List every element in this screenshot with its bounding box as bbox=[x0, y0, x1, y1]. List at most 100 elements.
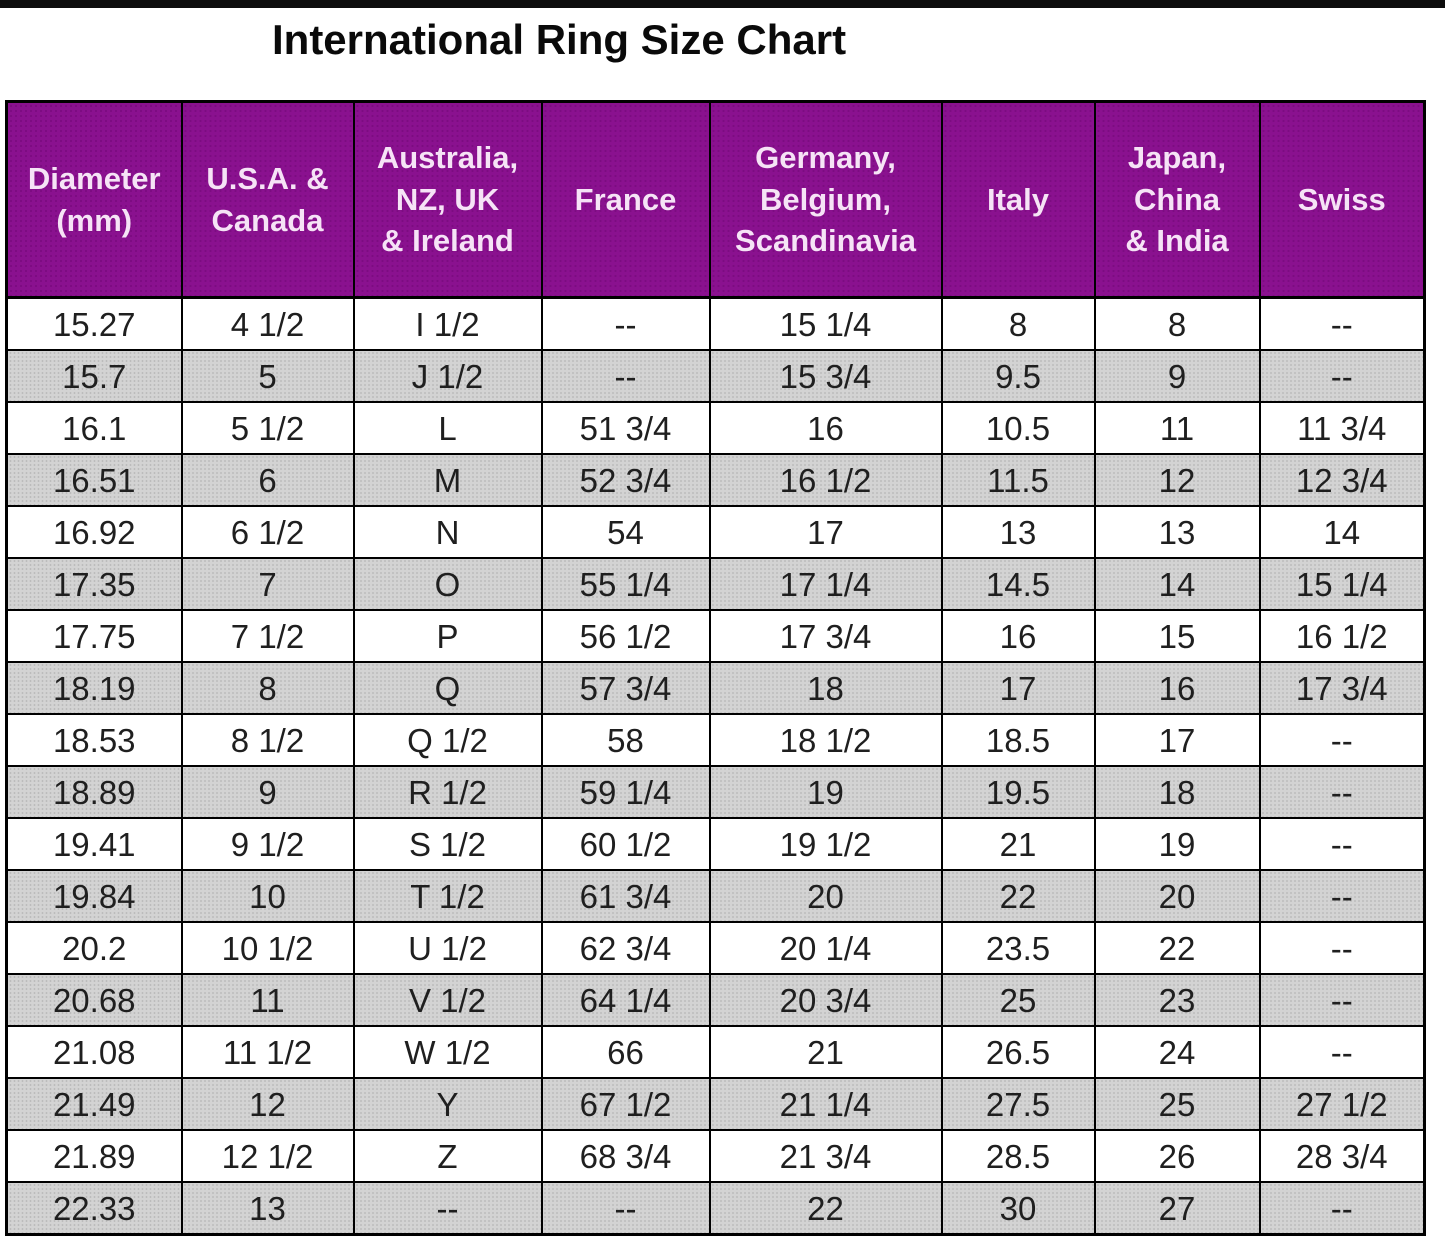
cell: Y bbox=[352, 1077, 543, 1131]
table-row: 17.75 7 1/2 P 56 1/2 17 3/4 16 15 16 1/2 bbox=[5, 609, 1426, 663]
cell: 19.41 bbox=[5, 817, 183, 871]
cell: 15 1/4 bbox=[708, 296, 943, 351]
cell: -- bbox=[1258, 349, 1426, 403]
cell: 15.7 bbox=[5, 349, 183, 403]
cell: N bbox=[352, 505, 543, 559]
cell: Z bbox=[352, 1129, 543, 1183]
cell: 16.1 bbox=[5, 401, 183, 455]
cell: 20 1/4 bbox=[708, 921, 943, 975]
cell: 12 3/4 bbox=[1258, 453, 1426, 507]
cell: 14 bbox=[1258, 505, 1426, 559]
cell: 67 1/2 bbox=[540, 1077, 711, 1131]
cell: 21.89 bbox=[5, 1129, 183, 1183]
cell: 10.5 bbox=[940, 401, 1096, 455]
cell: 56 1/2 bbox=[540, 609, 711, 663]
table-row: 15.27 4 1/2 I 1/2 -- 15 1/4 8 8 -- bbox=[5, 296, 1426, 351]
table-row: 20.2 10 1/2 U 1/2 62 3/4 20 1/4 23.5 22 -- bbox=[5, 921, 1426, 975]
table-row: 18.53 8 1/2 Q 1/2 58 18 1/2 18.5 17 -- bbox=[5, 713, 1426, 767]
cell: 17.35 bbox=[5, 557, 183, 611]
cell: 17 bbox=[1093, 713, 1261, 767]
table-row: 21.49 12 Y 67 1/2 21 1/4 27.5 25 27 1/2 bbox=[5, 1077, 1426, 1131]
cell: Q 1/2 bbox=[352, 713, 543, 767]
cell: 9 bbox=[1093, 349, 1261, 403]
cell: 16 1/2 bbox=[1258, 609, 1426, 663]
cell: L bbox=[352, 401, 543, 455]
cell: 22.33 bbox=[5, 1181, 183, 1236]
cell: 28.5 bbox=[940, 1129, 1096, 1183]
table-row: 20.68 11 V 1/2 64 1/4 20 3/4 25 23 -- bbox=[5, 973, 1426, 1027]
cell: 15 3/4 bbox=[708, 349, 943, 403]
cell: O bbox=[352, 557, 543, 611]
cell: 51 3/4 bbox=[540, 401, 711, 455]
cell: 16 bbox=[708, 401, 943, 455]
column-header: Swiss bbox=[1258, 100, 1426, 299]
cell: -- bbox=[352, 1181, 543, 1236]
cell: -- bbox=[540, 1181, 711, 1236]
cell: 24 bbox=[1093, 1025, 1261, 1079]
cell: 57 3/4 bbox=[540, 661, 711, 715]
cell: 18.89 bbox=[5, 765, 183, 819]
table-row: 18.89 9 R 1/2 59 1/4 19 19.5 18 -- bbox=[5, 765, 1426, 819]
cell: -- bbox=[1258, 973, 1426, 1027]
cell: 7 1/2 bbox=[180, 609, 355, 663]
column-header: Diameter (mm) bbox=[5, 100, 183, 299]
cell: 68 3/4 bbox=[540, 1129, 711, 1183]
cell: 12 1/2 bbox=[180, 1129, 355, 1183]
table-body: 15.27 4 1/2 I 1/2 -- 15 1/4 8 8 -- 15.7 5 J 1/2 -- 1… bbox=[5, 296, 1426, 1236]
cell: 19 bbox=[708, 765, 943, 819]
cell: -- bbox=[1258, 765, 1426, 819]
table-container: Diameter (mm) U.S.A. & Canada Australia, N… bbox=[5, 100, 1426, 1236]
cell: 19 bbox=[1093, 817, 1261, 871]
cell: -- bbox=[540, 296, 711, 351]
cell: 17 3/4 bbox=[708, 609, 943, 663]
top-border-bar bbox=[0, 0, 1445, 8]
cell: 20 3/4 bbox=[708, 973, 943, 1027]
cell: 13 bbox=[180, 1181, 355, 1236]
cell: 19.84 bbox=[5, 869, 183, 923]
cell: 16.92 bbox=[5, 505, 183, 559]
table-row: 16.92 6 1/2 N 54 17 13 13 14 bbox=[5, 505, 1426, 559]
table-row: 16.51 6 M 52 3/4 16 1/2 11.5 12 12 3/4 bbox=[5, 453, 1426, 507]
cell: 52 3/4 bbox=[540, 453, 711, 507]
cell: -- bbox=[1258, 869, 1426, 923]
cell: 14 bbox=[1093, 557, 1261, 611]
cell: 6 1/2 bbox=[180, 505, 355, 559]
cell: 18 1/2 bbox=[708, 713, 943, 767]
table-row: 19.41 9 1/2 S 1/2 60 1/2 19 1/2 21 19 -- bbox=[5, 817, 1426, 871]
cell: 5 1/2 bbox=[180, 401, 355, 455]
cell: 18.19 bbox=[5, 661, 183, 715]
column-header: Australia, NZ, UK & Ireland bbox=[352, 100, 543, 299]
cell: P bbox=[352, 609, 543, 663]
cell: -- bbox=[540, 349, 711, 403]
cell: 25 bbox=[1093, 1077, 1261, 1131]
cell: J 1/2 bbox=[352, 349, 543, 403]
table-row: 17.35 7 O 55 1/4 17 1/4 14.5 14 15 1/4 bbox=[5, 557, 1426, 611]
cell: -- bbox=[1258, 817, 1426, 871]
cell: W 1/2 bbox=[352, 1025, 543, 1079]
cell: 25 bbox=[940, 973, 1096, 1027]
cell: 8 bbox=[180, 661, 355, 715]
cell: 17 1/4 bbox=[708, 557, 943, 611]
cell: 10 1/2 bbox=[180, 921, 355, 975]
cell: 20.2 bbox=[5, 921, 183, 975]
cell: 13 bbox=[940, 505, 1096, 559]
cell: 9 1/2 bbox=[180, 817, 355, 871]
column-header: U.S.A. & Canada bbox=[180, 100, 355, 299]
cell: 27 bbox=[1093, 1181, 1261, 1236]
cell: 28 3/4 bbox=[1258, 1129, 1426, 1183]
cell: 59 1/4 bbox=[540, 765, 711, 819]
cell: 5 bbox=[180, 349, 355, 403]
ring-size-table: Diameter (mm) U.S.A. & Canada Australia, N… bbox=[5, 100, 1426, 1236]
cell: 21 bbox=[940, 817, 1096, 871]
cell: 58 bbox=[540, 713, 711, 767]
cell: -- bbox=[1258, 1025, 1426, 1079]
column-header: Italy bbox=[940, 100, 1096, 299]
cell: 15 bbox=[1093, 609, 1261, 663]
title-area: International Ring Size Chart bbox=[0, 8, 1445, 100]
cell: 11 3/4 bbox=[1258, 401, 1426, 455]
cell: S 1/2 bbox=[352, 817, 543, 871]
cell: 26 bbox=[1093, 1129, 1261, 1183]
cell: 62 3/4 bbox=[540, 921, 711, 975]
cell: 16 1/2 bbox=[708, 453, 943, 507]
cell: 18 bbox=[708, 661, 943, 715]
